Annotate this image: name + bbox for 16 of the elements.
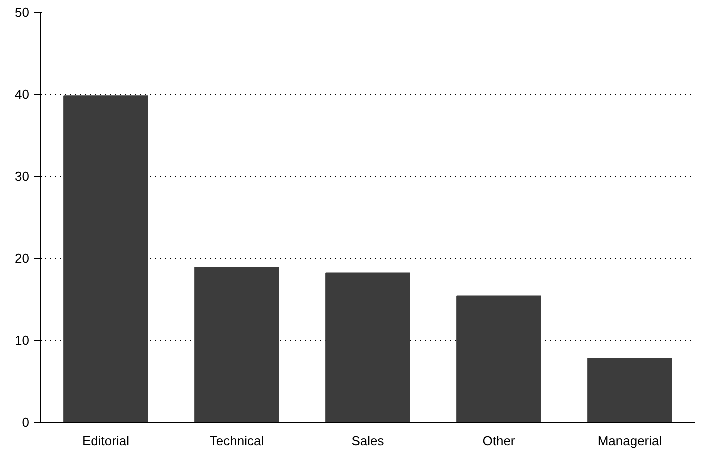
x-tick-label: Technical [210,434,264,448]
y-tick-label: 0 [22,415,30,430]
y-tick-label: 20 [15,251,30,266]
x-tick-label: Sales [352,434,385,448]
y-tick-label: 40 [15,87,30,102]
x-tick-label: Managerial [598,434,662,448]
bar [326,272,410,422]
bar [588,358,672,422]
y-tick-label: 30 [15,169,30,184]
y-tick-label: 10 [15,333,30,348]
bar [64,96,148,422]
y-tick-label: 50 [15,5,30,20]
bar [456,296,542,422]
bar [194,267,280,422]
x-tick-label: Editorial [82,434,130,448]
x-tick-label: Other [482,434,516,448]
